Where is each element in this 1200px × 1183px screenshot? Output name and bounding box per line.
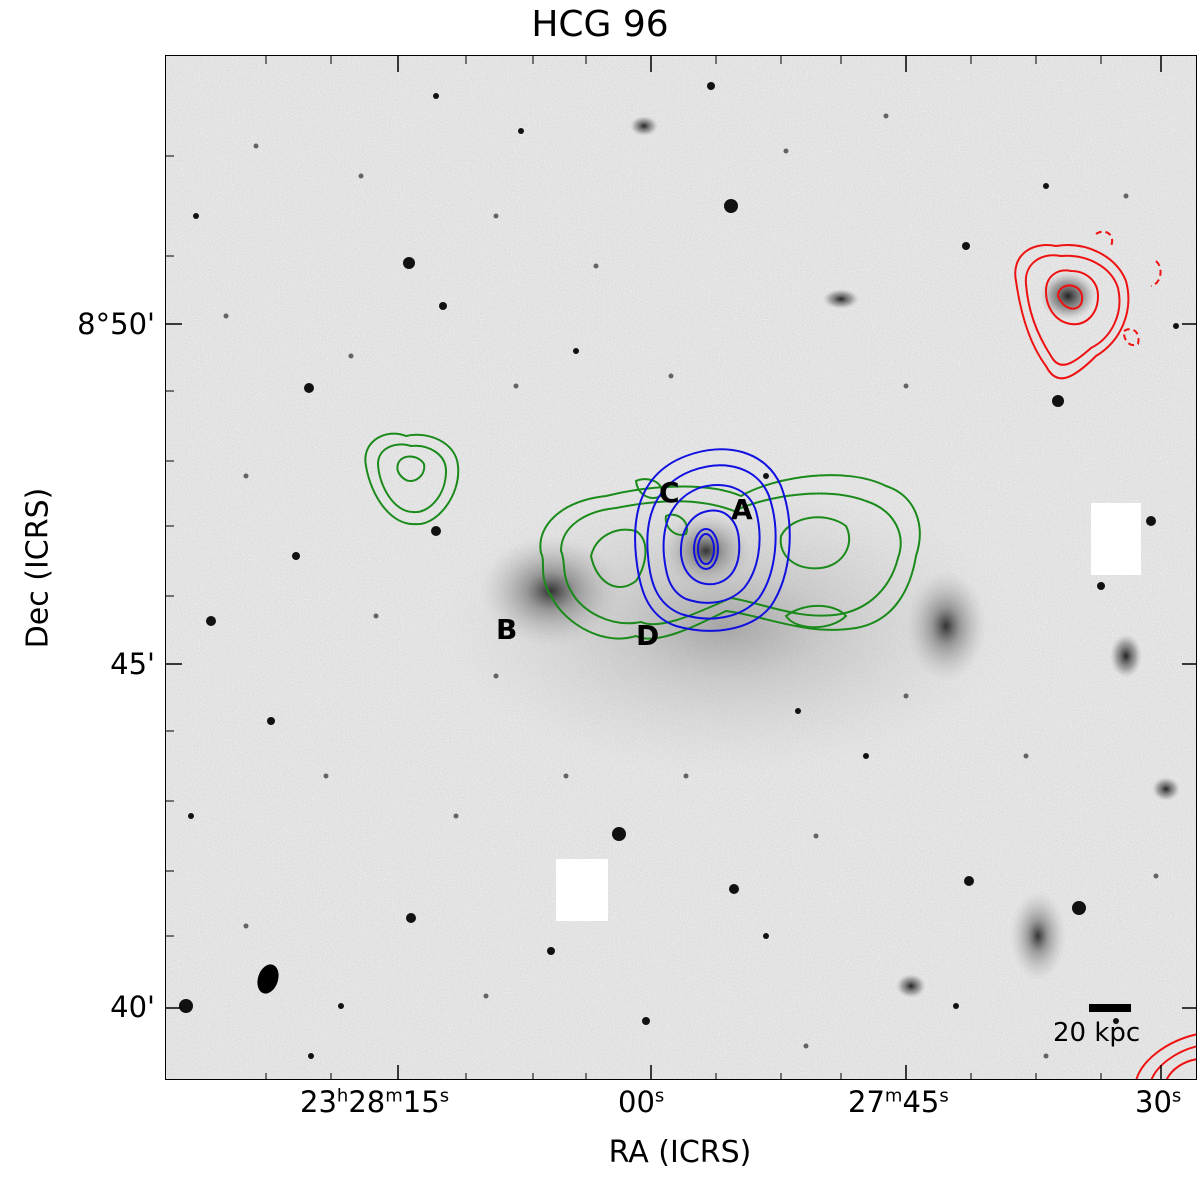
- galaxy-b: [481, 536, 621, 646]
- dec-tick-label-3: 40': [110, 990, 155, 1024]
- beam-ellipse: [257, 964, 279, 994]
- galaxy-label-c: C: [659, 476, 680, 509]
- galaxy-label-b: B: [496, 613, 518, 646]
- ra-tick-label-2: 00s: [618, 1085, 665, 1119]
- galaxy-sm: [630, 116, 658, 136]
- red-contours: [1014, 230, 1196, 1079]
- sky-image-panel: A B C D 20 kpc: [165, 55, 1197, 1080]
- scale-bar-label: 20 kpc: [1053, 1018, 1141, 1048]
- masked-patch: [1091, 503, 1141, 575]
- dec-tick-label-2: 45': [110, 647, 155, 681]
- galaxy-sm: [1110, 634, 1142, 678]
- dec-tick-label-1: 8°50': [77, 307, 155, 341]
- galaxy-nw-red: [1040, 272, 1096, 320]
- blue-contours: [634, 448, 791, 632]
- axis-ticks: [166, 56, 1196, 1079]
- galaxy-ne: [906, 571, 986, 681]
- figure-title: HCG 96: [531, 4, 669, 45]
- galaxy-label-d: D: [636, 619, 660, 652]
- stars: [179, 82, 1179, 1059]
- ra-tick-label-4: 30s: [1135, 1085, 1182, 1119]
- ra-tick-label-1: 23h28m15s: [300, 1085, 450, 1119]
- minor-ticks: [166, 56, 1102, 1079]
- faint-stars: [223, 113, 1159, 1059]
- x-axis-label: RA (ICRS): [608, 1135, 752, 1170]
- galaxy-top: [823, 289, 859, 309]
- ra-tick-label-3: 27m45s: [848, 1085, 949, 1119]
- sky-image-overlay: [166, 56, 1196, 1079]
- galaxy-se: [1010, 891, 1066, 981]
- galaxy-sm: [896, 974, 926, 998]
- green-contours: [364, 432, 921, 640]
- masked-patch: [556, 859, 608, 921]
- scale-bar: [1089, 1004, 1131, 1012]
- y-axis-label: Dec (ICRS): [20, 487, 56, 649]
- galaxy-sm: [1152, 777, 1180, 801]
- galaxy-label-a: A: [731, 493, 753, 526]
